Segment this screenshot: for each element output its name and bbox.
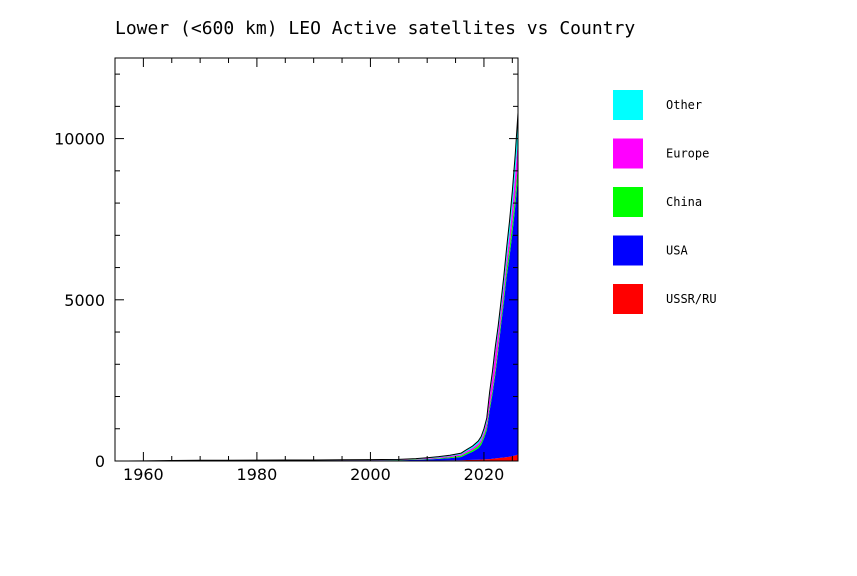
- area-china: [126, 164, 518, 461]
- y-tick-label: 5000: [64, 291, 105, 310]
- legend: Other Europe China USA USSR/RU: [613, 90, 717, 314]
- x-tick-label: 2020: [464, 465, 505, 484]
- plot-area: [126, 112, 519, 462]
- legend-label: Europe: [666, 147, 709, 161]
- x-tick-label: 1960: [123, 465, 164, 484]
- axis-ticks: 1960 1980 2000 2020 0 5000 10000: [54, 58, 518, 484]
- legend-label: USA: [666, 244, 688, 258]
- area-other: [126, 112, 518, 461]
- x-tick-label: 1980: [237, 465, 278, 484]
- y-tick-label: 0: [95, 452, 105, 471]
- chart-title: Lower (<600 km) LEO Active satellites vs…: [115, 18, 635, 39]
- legend-swatch-china: [613, 187, 643, 217]
- total-outline: [126, 112, 519, 462]
- y-tick-label: 10000: [54, 130, 105, 149]
- legend-swatch-ussr-ru: [613, 284, 643, 314]
- legend-swatch-europe: [613, 138, 643, 169]
- legend-swatch-usa: [613, 235, 643, 266]
- area-ussr-ru: [126, 454, 518, 461]
- legend-label: China: [666, 195, 702, 209]
- plot-frame: [114, 57, 519, 462]
- x-tick-label: 2000: [350, 465, 391, 484]
- legend-label: Other: [666, 98, 702, 112]
- area-europe: [126, 138, 518, 461]
- area-usa: [126, 177, 518, 461]
- legend-swatch-other: [613, 90, 643, 120]
- legend-label: USSR/RU: [666, 292, 717, 306]
